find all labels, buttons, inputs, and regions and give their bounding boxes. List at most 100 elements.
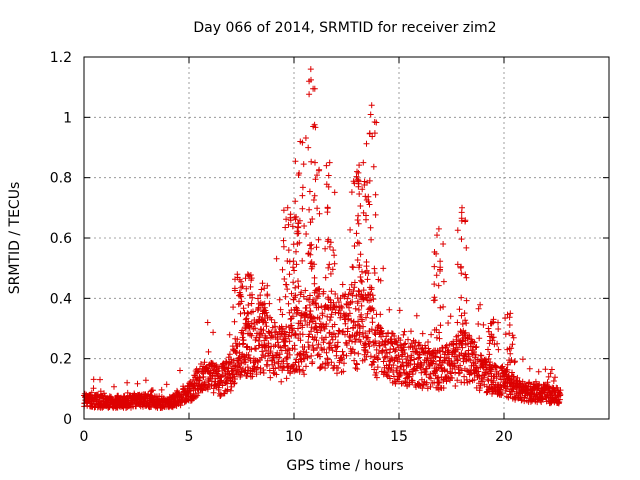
data-point — [485, 355, 492, 362]
data-point — [323, 162, 330, 169]
data-point — [272, 365, 279, 372]
data-point — [440, 303, 447, 310]
data-point — [431, 297, 438, 304]
data-point — [359, 278, 365, 285]
data-point — [509, 341, 516, 348]
data-point — [124, 379, 131, 386]
data-point — [367, 224, 374, 231]
data-point — [325, 340, 332, 347]
data-point — [320, 339, 327, 346]
data-point — [485, 346, 491, 353]
data-point — [238, 360, 245, 367]
data-point — [256, 300, 262, 307]
data-point — [289, 313, 296, 320]
data-point — [479, 378, 486, 385]
data-point — [208, 359, 215, 366]
data-point — [326, 159, 333, 166]
data-point — [459, 344, 466, 351]
data-point — [313, 244, 320, 251]
data-point — [296, 217, 303, 224]
data-point — [282, 281, 289, 288]
data-point — [300, 367, 306, 374]
data-point — [247, 331, 254, 338]
data-point — [349, 346, 356, 353]
data-point — [290, 264, 296, 271]
data-point — [309, 342, 316, 349]
data-point — [158, 386, 165, 393]
data-point — [315, 167, 322, 174]
data-point — [149, 387, 156, 394]
data-point — [380, 265, 387, 272]
data-point — [546, 383, 553, 390]
data-point — [332, 333, 339, 340]
data-point — [284, 286, 291, 293]
data-point — [433, 326, 440, 333]
data-point — [363, 353, 370, 360]
data-point — [300, 161, 307, 168]
data-point — [328, 311, 335, 318]
data-point — [387, 375, 393, 382]
data-point — [306, 302, 313, 308]
y-tick-label: 0.6 — [50, 231, 72, 247]
data-point — [458, 329, 465, 336]
data-point — [461, 310, 468, 317]
data-point — [309, 216, 316, 222]
data-point — [264, 291, 271, 298]
data-point — [472, 344, 479, 351]
data-point — [240, 305, 247, 312]
data-point — [236, 355, 243, 362]
data-point — [290, 258, 297, 265]
data-point — [351, 279, 358, 286]
data-point — [303, 304, 310, 311]
data-point — [415, 355, 422, 362]
data-point — [308, 245, 315, 252]
data-point — [276, 354, 283, 361]
data-point — [328, 288, 335, 295]
data-point — [335, 327, 342, 334]
axis-ticks: 0 0.2 0.4 0.6 0.8 1 1.2 0 5 10 15 20 — [50, 50, 609, 445]
data-point — [245, 352, 252, 358]
data-point — [292, 158, 299, 165]
data-point — [433, 334, 440, 341]
data-point — [557, 387, 564, 394]
data-point — [342, 331, 348, 338]
data-point — [371, 130, 378, 137]
data-point — [408, 328, 414, 335]
data-point — [292, 332, 299, 338]
data-point — [391, 333, 398, 339]
y-tick-label: 1.2 — [50, 50, 72, 66]
data-point — [394, 365, 401, 371]
data-point — [418, 369, 425, 376]
data-point — [346, 304, 352, 311]
data-point — [455, 370, 462, 377]
data-point — [454, 346, 461, 353]
data-point — [295, 325, 301, 332]
data-point — [309, 359, 316, 365]
data-point — [478, 352, 485, 359]
data-point — [333, 348, 340, 355]
data-point — [459, 204, 465, 211]
data-point — [354, 168, 360, 175]
data-point — [229, 367, 236, 374]
data-point — [276, 296, 283, 303]
data-point — [370, 359, 377, 366]
data-point — [370, 358, 376, 365]
data-point — [277, 333, 284, 340]
data-point — [474, 365, 481, 371]
data-point — [471, 376, 478, 383]
data-point — [355, 220, 362, 227]
data-point — [177, 367, 183, 374]
data-point — [371, 265, 378, 272]
data-point — [295, 363, 302, 370]
data-point — [300, 348, 307, 355]
data-point — [243, 315, 250, 322]
y-tick-label: 1 — [63, 110, 72, 126]
data-point — [363, 216, 369, 223]
data-point — [362, 330, 369, 337]
data-point — [437, 304, 444, 311]
data-point — [364, 310, 371, 317]
data-point — [286, 351, 293, 358]
data-point — [457, 362, 464, 369]
data-point — [289, 223, 296, 230]
data-point — [254, 364, 261, 371]
